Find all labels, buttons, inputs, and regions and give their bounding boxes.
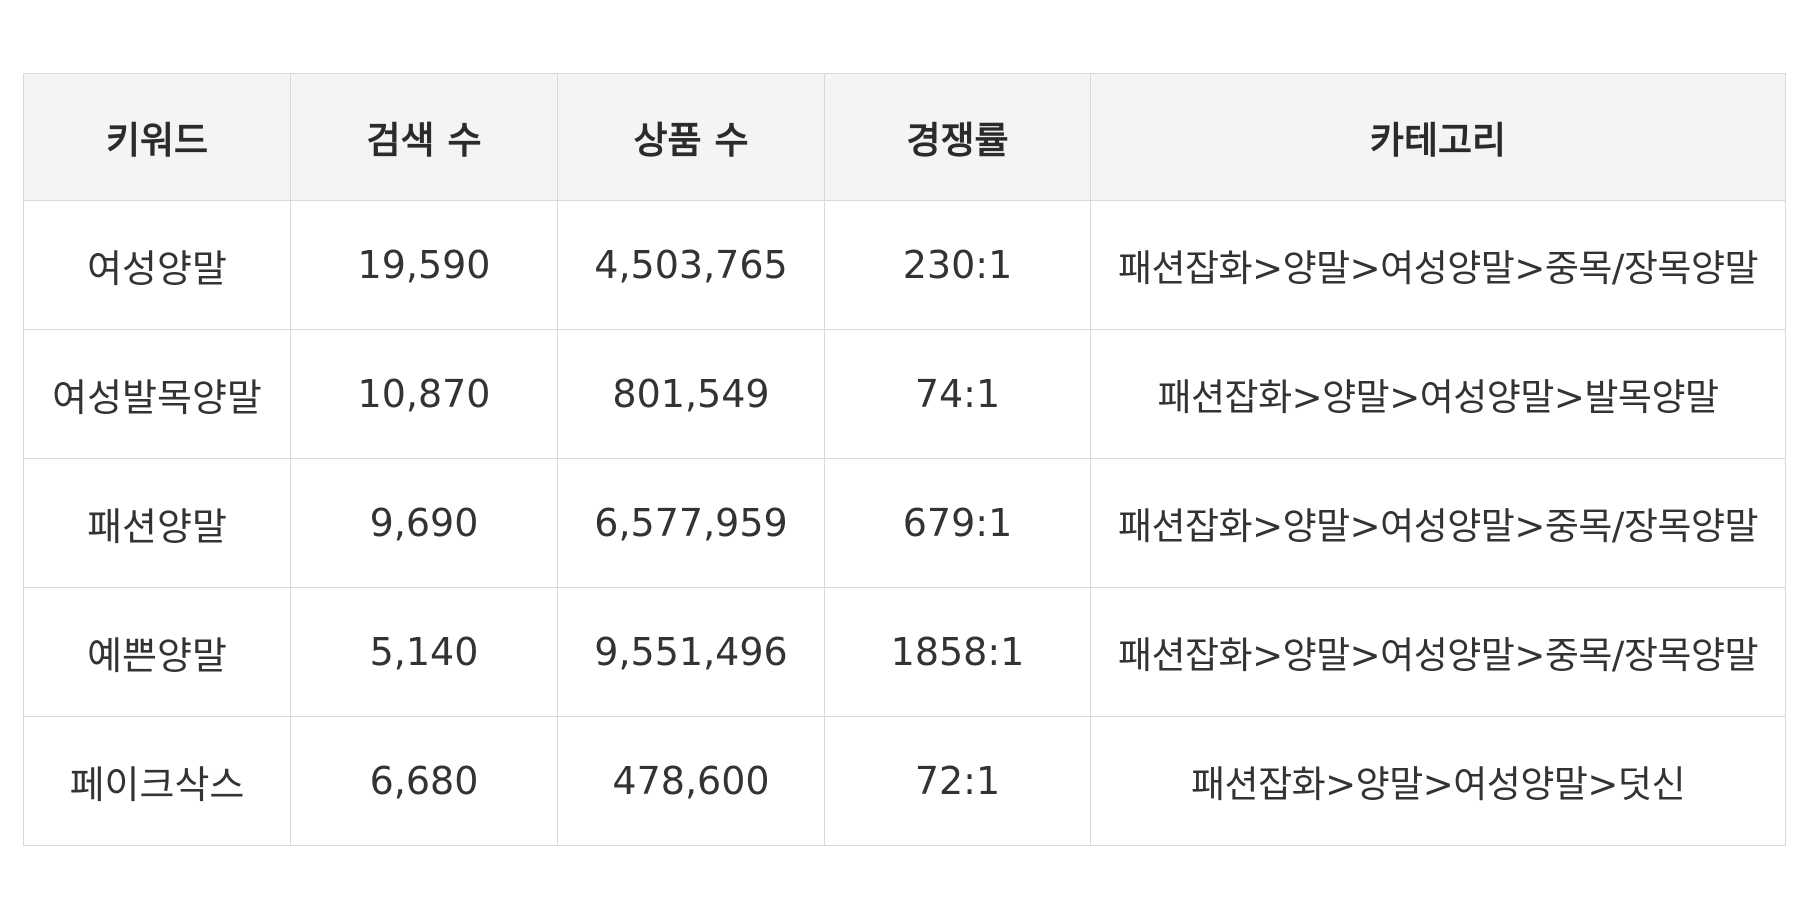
cell-keyword: 페이크삭스 [23, 716, 291, 846]
cell-keyword: 예쁜양말 [23, 587, 291, 717]
cell-competition-rate: 72:1 [824, 716, 1091, 846]
table-row: 여성발목양말 10,870 801,549 74:1 패션잡화>양말>여성양말>… [23, 329, 1786, 459]
cell-search-count: 10,870 [290, 329, 558, 459]
cell-search-count: 5,140 [290, 587, 558, 717]
cell-category: 패션잡화>양말>여성양말>발목양말 [1090, 329, 1786, 459]
table-body: 여성양말 19,590 4,503,765 230:1 패션잡화>양말>여성양말… [23, 200, 1786, 846]
table-header: 키워드 검색 수 상품 수 경쟁률 카테고리 [23, 73, 1786, 201]
table-row: 여성양말 19,590 4,503,765 230:1 패션잡화>양말>여성양말… [23, 200, 1786, 330]
cell-product-count: 6,577,959 [557, 458, 825, 588]
cell-keyword: 여성양말 [23, 200, 291, 330]
cell-search-count: 19,590 [290, 200, 558, 330]
cell-competition-rate: 74:1 [824, 329, 1091, 459]
table-row: 페이크삭스 6,680 478,600 72:1 패션잡화>양말>여성양말>덧신 [23, 716, 1786, 846]
cell-category: 패션잡화>양말>여성양말>덧신 [1090, 716, 1786, 846]
cell-category: 패션잡화>양말>여성양말>중목/장목양말 [1090, 458, 1786, 588]
cell-search-count: 9,690 [290, 458, 558, 588]
cell-competition-rate: 230:1 [824, 200, 1091, 330]
header-product-count: 상품 수 [557, 73, 825, 201]
table-row: 예쁜양말 5,140 9,551,496 1858:1 패션잡화>양말>여성양말… [23, 587, 1786, 717]
header-row: 키워드 검색 수 상품 수 경쟁률 카테고리 [23, 73, 1786, 201]
cell-keyword: 패션양말 [23, 458, 291, 588]
header-search-count: 검색 수 [290, 73, 558, 201]
cell-keyword: 여성발목양말 [23, 329, 291, 459]
table-row: 패션양말 9,690 6,577,959 679:1 패션잡화>양말>여성양말>… [23, 458, 1786, 588]
cell-product-count: 9,551,496 [557, 587, 825, 717]
cell-product-count: 801,549 [557, 329, 825, 459]
cell-competition-rate: 679:1 [824, 458, 1091, 588]
cell-search-count: 6,680 [290, 716, 558, 846]
cell-category: 패션잡화>양말>여성양말>중목/장목양말 [1090, 200, 1786, 330]
cell-competition-rate: 1858:1 [824, 587, 1091, 717]
cell-category: 패션잡화>양말>여성양말>중목/장목양말 [1090, 587, 1786, 717]
cell-product-count: 478,600 [557, 716, 825, 846]
cell-product-count: 4,503,765 [557, 200, 825, 330]
keyword-table: 키워드 검색 수 상품 수 경쟁률 카테고리 여성양말 19,590 4,503… [23, 73, 1786, 846]
header-category: 카테고리 [1090, 73, 1786, 201]
header-competition-rate: 경쟁률 [824, 73, 1091, 201]
keyword-table-container: 키워드 검색 수 상품 수 경쟁률 카테고리 여성양말 19,590 4,503… [23, 73, 1786, 846]
header-keyword: 키워드 [23, 73, 291, 201]
